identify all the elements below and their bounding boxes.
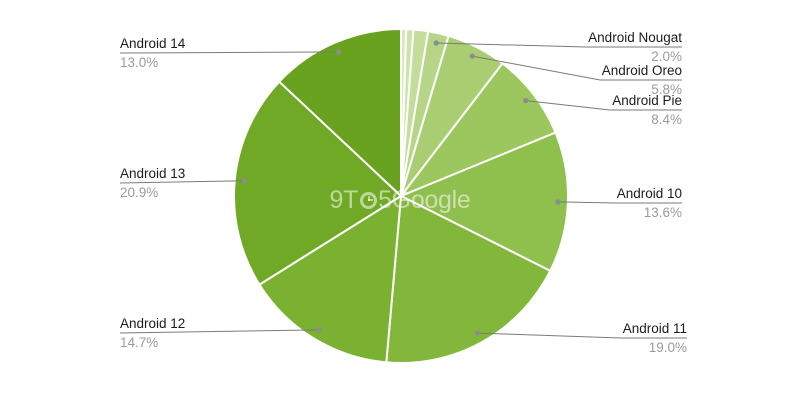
leader-dot-android-12 xyxy=(316,327,322,333)
leader-dot-android-10 xyxy=(555,199,561,205)
leader-dot-android-oreo xyxy=(469,53,475,59)
leader-line-android-14 xyxy=(119,51,339,54)
pie-slice-android-11[interactable] xyxy=(385,195,552,364)
leader-line-android-12 xyxy=(119,329,320,334)
leader-line-android-13 xyxy=(119,180,245,184)
leader-line-android-oreo xyxy=(472,55,682,81)
leader-line-android-10 xyxy=(557,201,682,204)
leader-dot-android-nougat xyxy=(433,40,439,46)
leader-line-android-pie xyxy=(525,100,682,111)
pie-slice-android-pie[interactable] xyxy=(400,62,557,197)
leader-line-android-nougat xyxy=(436,42,682,48)
pie-slice-android-14[interactable] xyxy=(278,28,402,197)
pie-slice-android-12[interactable] xyxy=(258,195,402,364)
leader-dot-android-11 xyxy=(474,330,481,336)
leader-line-android-11 xyxy=(477,332,687,339)
leader-dot-android-13 xyxy=(242,178,248,184)
leader-dot-android-pie xyxy=(523,98,529,104)
leader-dot-android-14 xyxy=(336,49,342,55)
pie-slice-android-13[interactable] xyxy=(232,80,402,286)
